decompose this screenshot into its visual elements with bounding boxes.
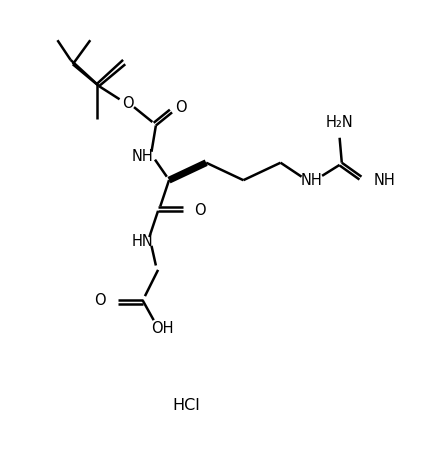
- Text: OH: OH: [151, 321, 174, 337]
- Text: NH: NH: [300, 173, 322, 188]
- Text: O: O: [175, 100, 187, 115]
- Text: HN: HN: [132, 234, 154, 249]
- Text: NH: NH: [374, 173, 396, 188]
- Text: HCl: HCl: [173, 398, 200, 413]
- Text: O: O: [94, 293, 105, 308]
- Text: H₂N: H₂N: [326, 114, 354, 130]
- Text: O: O: [194, 203, 206, 219]
- Text: NH: NH: [132, 148, 154, 164]
- Text: O: O: [122, 96, 133, 111]
